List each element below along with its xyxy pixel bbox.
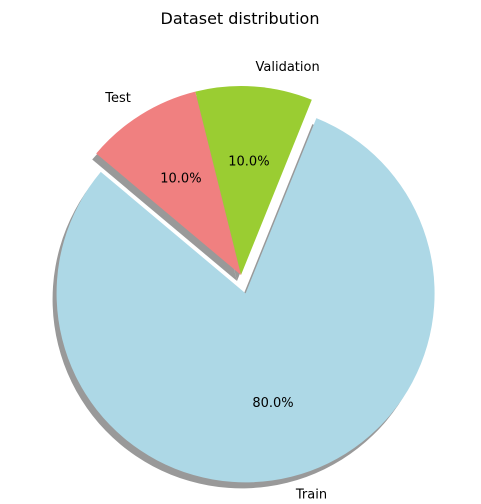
- pct-label-test: 10.0%: [160, 171, 201, 186]
- slice-label-validation: Validation: [256, 60, 320, 75]
- pie-slice-test: [96, 91, 242, 275]
- pie-slice-layer: [56, 85, 435, 483]
- pct-label-validation: 10.0%: [228, 154, 269, 169]
- pie-slice-validation: [195, 85, 312, 275]
- pct-label-train: 80.0%: [252, 396, 293, 411]
- slice-label-train: Train: [295, 488, 327, 503]
- chart-title: Dataset distribution: [161, 9, 320, 28]
- pie-slice-train: [56, 118, 435, 483]
- pie-label-layer: 80.0% Train 10.0% Validation 10.0% Test: [104, 60, 327, 502]
- slice-label-test: Test: [104, 91, 131, 106]
